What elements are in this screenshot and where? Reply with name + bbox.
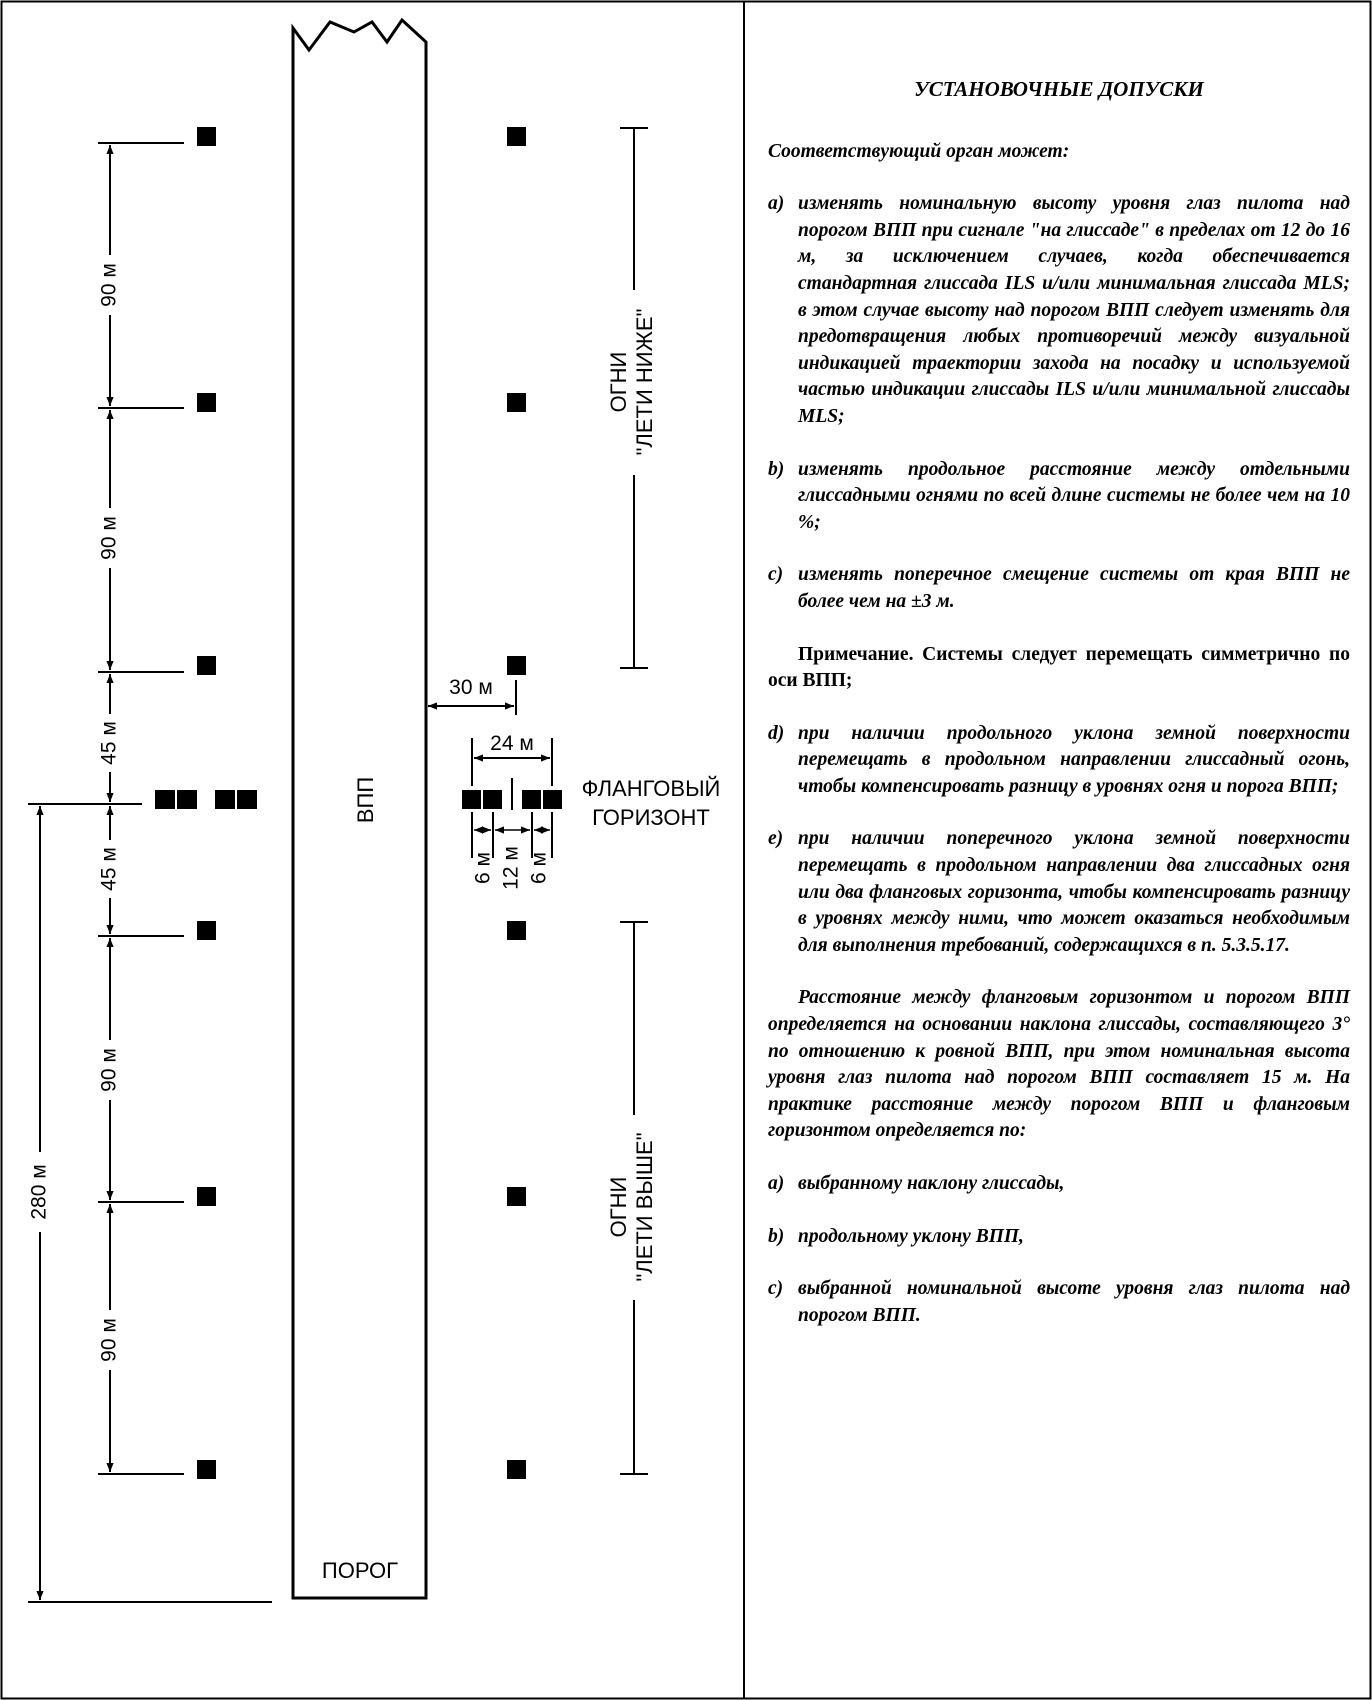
item-letter: c) bbox=[768, 564, 784, 586]
light-square bbox=[507, 393, 526, 412]
threshold-label: ПОРОГ bbox=[322, 1558, 398, 1583]
item-letter: b) bbox=[768, 1225, 785, 1247]
dim-label-30: 30 м bbox=[449, 676, 493, 699]
dim-label-6a: 6 м bbox=[472, 852, 495, 884]
item-letter: d) bbox=[768, 722, 785, 744]
runway bbox=[291, 17, 428, 1600]
note-text: Примечание. Системы следует перемещать с… bbox=[768, 643, 1350, 692]
wing-bar-light bbox=[543, 790, 562, 809]
wing-bar-label-line2: ГОРИЗОНТ bbox=[592, 805, 710, 830]
list-item: c) изменять поперечное смещение системы … bbox=[768, 562, 1350, 615]
item-text: продольному уклону ВПП, bbox=[798, 1225, 1024, 1247]
fly-down-bracket bbox=[620, 127, 648, 669]
light-square bbox=[507, 921, 526, 940]
list-item: e) при наличии поперечного уклона земной… bbox=[768, 826, 1350, 959]
dim-label-90-1: 90 м bbox=[98, 263, 121, 307]
item-text: изменять продольное расстояние между отд… bbox=[798, 458, 1350, 533]
list-item: b) изменять продольное расстояние между … bbox=[768, 457, 1350, 537]
dim-label-12: 12 м bbox=[500, 846, 523, 890]
item-letter: a) bbox=[768, 1173, 785, 1194]
fly-down-label-line2: "ЛЕТИ НИЖЕ" bbox=[632, 309, 657, 456]
runway-label: ВПП bbox=[353, 777, 378, 823]
text-panel: УСТАНОВОЧНЫЕ ДОПУСКИ Соответствующий орг… bbox=[768, 58, 1350, 1329]
dim-label-90-2: 90 м bbox=[98, 516, 121, 560]
light-square bbox=[197, 921, 216, 940]
item-letter: a) bbox=[768, 193, 785, 215]
list-item: c) выбранной номинальной высоте уровня г… bbox=[768, 1276, 1350, 1329]
wing-bar-light bbox=[177, 790, 197, 809]
list-item: d) при наличии продольного уклона земной… bbox=[768, 721, 1350, 801]
dim-label-24: 24 м bbox=[490, 732, 534, 755]
dim-label-90-4: 90 м bbox=[98, 1318, 121, 1362]
wing-bar-light bbox=[155, 790, 175, 809]
dim-label-90-3: 90 м bbox=[98, 1048, 121, 1092]
list-item: a) выбранному наклону глиссады, bbox=[768, 1171, 1350, 1198]
list-item: a) изменять номинальную высоту уровня гл… bbox=[768, 191, 1350, 430]
item-text: изменять номинальную высоту уровня глаз … bbox=[798, 193, 1350, 427]
wing-bar-light bbox=[237, 790, 257, 809]
list-item: b) продольному уклону ВПП, bbox=[768, 1224, 1350, 1251]
item-text: выбранному наклону глиссады, bbox=[798, 1173, 1065, 1194]
item-letter: b) bbox=[768, 458, 785, 480]
light-square bbox=[507, 1460, 526, 1479]
dim-label-280: 280 м bbox=[28, 1164, 51, 1219]
section-title: УСТАНОВОЧНЫЕ ДОПУСКИ bbox=[914, 77, 1204, 101]
wing-bar-label-line1: ФЛАНГОВЫЙ bbox=[582, 776, 721, 801]
light-square bbox=[197, 393, 216, 412]
item-text: выбранной номинальной высоте уровня глаз… bbox=[798, 1278, 1350, 1326]
dim-label-45-2: 45 м bbox=[98, 847, 121, 891]
wing-bar-light bbox=[215, 790, 235, 809]
light-square bbox=[197, 127, 216, 146]
intro-text: Соответствующий орган может: bbox=[768, 140, 1070, 162]
fly-up-label-line1: ОГНИ bbox=[606, 1177, 631, 1238]
item-text: при наличии поперечного уклона земной по… bbox=[798, 828, 1350, 956]
light-square bbox=[197, 1187, 216, 1206]
extension-lines bbox=[28, 142, 272, 1603]
wing-bar-light bbox=[522, 790, 541, 809]
wing-bar-light bbox=[483, 790, 502, 809]
light-square bbox=[507, 1187, 526, 1206]
fly-down-label-line1: ОГНИ bbox=[606, 352, 631, 413]
light-square bbox=[197, 656, 216, 675]
item-text: изменять поперечное смещение системы от … bbox=[798, 564, 1350, 612]
item-letter: c) bbox=[768, 1278, 784, 1300]
wing-bar-light bbox=[462, 790, 481, 809]
light-square bbox=[197, 1460, 216, 1479]
paragraph-text: Расстояние между фланговым горизонтом и … bbox=[768, 987, 1350, 1142]
light-square bbox=[507, 656, 526, 675]
item-letter: e) bbox=[768, 828, 784, 850]
fly-up-label-line2: "ЛЕТИ ВЫШЕ" bbox=[632, 1132, 657, 1281]
fly-up-bracket bbox=[620, 921, 648, 1475]
dim-label-6b: 6 м bbox=[528, 852, 551, 884]
light-square bbox=[507, 127, 526, 146]
item-text: при наличии продольного уклона земной по… bbox=[798, 722, 1350, 797]
dim-label-45-1: 45 м bbox=[98, 721, 121, 765]
